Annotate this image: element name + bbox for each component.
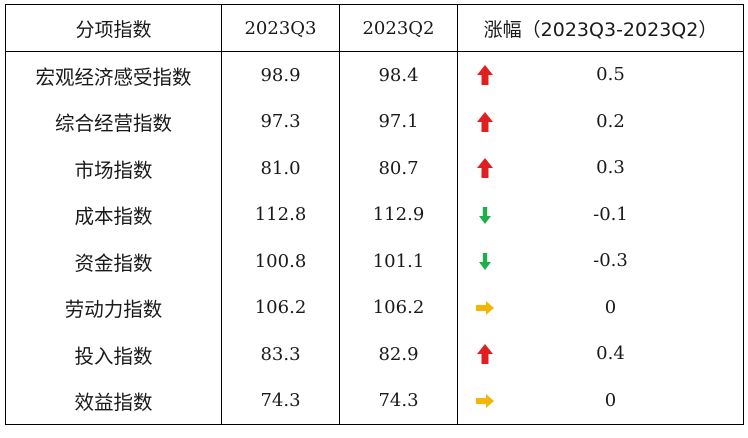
row-name-cell: 投入指数	[5, 331, 222, 378]
table-row: 劳动力指数 106.2 106.2 0	[5, 284, 744, 331]
table-row: 综合经营指数 97.3 97.1 0.2	[5, 98, 744, 145]
row-name-cell: 宏观经济感受指数	[5, 51, 222, 99]
value-2023q3-cell: 98.9	[221, 51, 340, 99]
value-2023q2-cell: 97.1	[339, 98, 458, 145]
value-2023q2-cell: 112.9	[339, 191, 458, 238]
change-cell: -0.3	[457, 238, 744, 285]
value-2023q3-cell: 81.0	[221, 145, 340, 192]
row-name-cell: 资金指数	[5, 238, 222, 285]
row-name-cell: 效益指数	[5, 377, 222, 425]
change-cell: 0.5	[457, 51, 744, 99]
change-value: -0.1	[593, 203, 628, 225]
arrow-up-icon	[477, 158, 493, 179]
value-2023q3-cell: 83.3	[221, 331, 340, 378]
change-value: -0.3	[593, 250, 628, 271]
column-header-sub-index: 分项指数	[5, 4, 222, 52]
value-2023q3-cell: 100.8	[221, 238, 340, 285]
row-name-cell: 综合经营指数	[5, 98, 222, 145]
value-2023q3-cell: 74.3	[221, 377, 340, 425]
change-value: 0	[604, 389, 617, 411]
value-2023q3-cell: 106.2	[221, 284, 340, 331]
change-cell: 0	[457, 284, 744, 331]
value-2023q2-cell: 74.3	[339, 377, 458, 425]
index-table: 分项指数 2023Q3 2023Q2 涨幅（2023Q3-2023Q2） 宏观经…	[5, 4, 744, 425]
row-name-cell: 成本指数	[5, 191, 222, 238]
header-row: 分项指数 2023Q3 2023Q2 涨幅（2023Q3-2023Q2）	[5, 4, 744, 52]
arrow-up-icon	[477, 65, 493, 86]
change-cell: 0.2	[457, 98, 744, 145]
arrow-right-icon	[476, 300, 494, 315]
value-2023q3-cell: 112.8	[221, 191, 340, 238]
table-row: 资金指数 100.8 101.1 -0.3	[5, 238, 744, 285]
value-2023q2-cell: 101.1	[339, 238, 458, 285]
arrow-down-icon	[479, 206, 491, 224]
change-value: 0	[604, 296, 617, 318]
table-row: 成本指数 112.8 112.9 -0.1	[5, 191, 744, 238]
column-header-change: 涨幅（2023Q3-2023Q2）	[457, 4, 744, 52]
value-2023q2-cell: 82.9	[339, 331, 458, 378]
table-row: 投入指数 83.3 82.9 0.4	[5, 331, 744, 378]
change-value: 0.5	[596, 64, 625, 85]
row-name-cell: 劳动力指数	[5, 284, 222, 331]
change-cell: 0.3	[457, 145, 744, 192]
row-name-cell: 市场指数	[5, 145, 222, 192]
change-value: 0.3	[596, 157, 625, 178]
table-row: 宏观经济感受指数 98.9 98.4 0.5	[5, 51, 744, 99]
arrow-down-icon	[479, 253, 491, 271]
column-header-2023q3: 2023Q3	[221, 4, 340, 52]
table-row: 市场指数 81.0 80.7 0.3	[5, 145, 744, 192]
value-2023q3-cell: 97.3	[221, 98, 340, 145]
change-value: 0.2	[596, 110, 625, 132]
value-2023q2-cell: 80.7	[339, 145, 458, 192]
column-header-2023q2: 2023Q2	[339, 4, 458, 52]
arrow-right-icon	[476, 393, 494, 408]
value-2023q2-cell: 106.2	[339, 284, 458, 331]
arrow-up-icon	[477, 111, 493, 132]
value-2023q2-cell: 98.4	[339, 51, 458, 99]
change-cell: 0.4	[457, 331, 744, 378]
arrow-up-icon	[477, 344, 493, 365]
change-cell: -0.1	[457, 191, 744, 238]
change-cell: 0	[457, 377, 744, 425]
table-row: 效益指数 74.3 74.3 0	[5, 377, 744, 425]
change-value: 0.4	[596, 343, 625, 364]
